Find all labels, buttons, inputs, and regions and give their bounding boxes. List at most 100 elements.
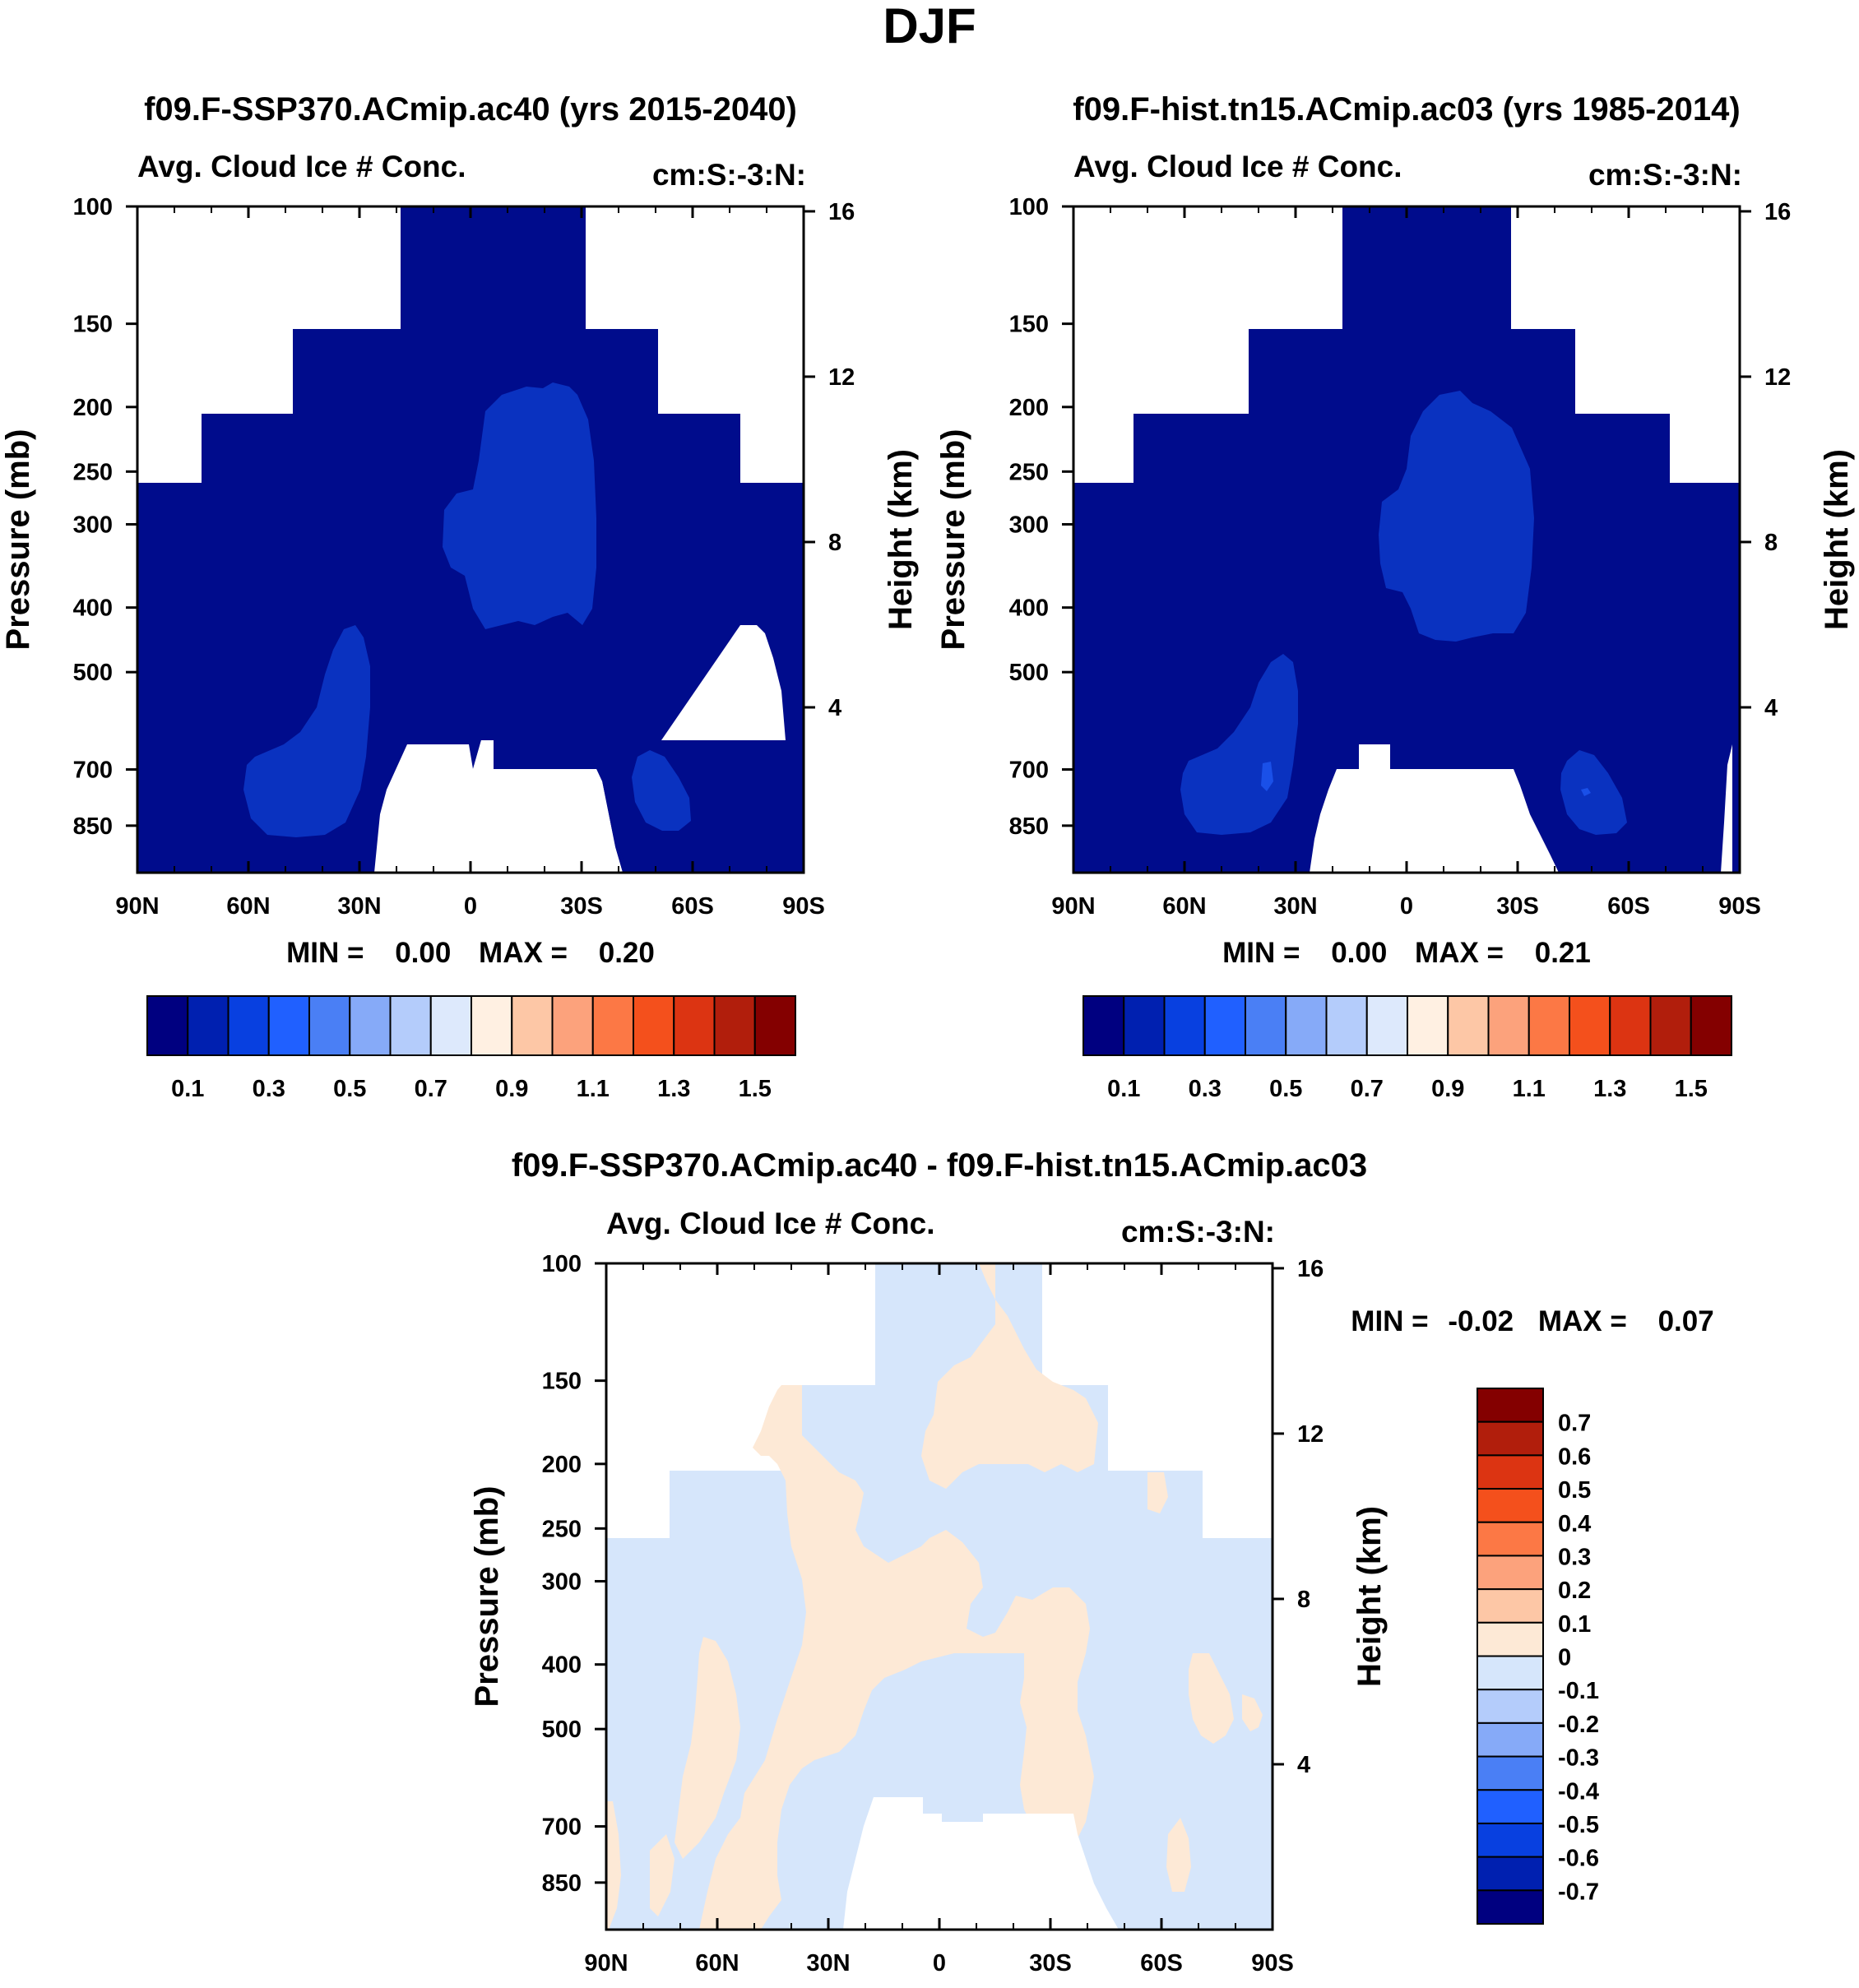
max-value: 0.21: [1535, 937, 1591, 969]
panel-title: f09.F-hist.tn15.ACmip.ac03 (yrs 1985-201…: [1073, 91, 1740, 127]
colorbar-label: 0.1: [1558, 1611, 1591, 1638]
field-positive-sh-low: [1166, 1818, 1191, 1892]
field-positive-np2: [650, 1834, 675, 1916]
colorbar-box: [1245, 995, 1287, 1056]
y-tick-label: 500: [542, 1717, 582, 1743]
min-value: 0.00: [1331, 937, 1387, 969]
y-tick-label: 850: [1009, 813, 1049, 840]
units-label: cm:S:-3:N:: [1588, 158, 1742, 192]
x-tick-label: 60S: [671, 893, 714, 920]
x-tick-label: 30N: [1273, 893, 1317, 920]
colorbar-box: [1609, 995, 1652, 1056]
colorbar-box: [1477, 1621, 1544, 1657]
y-tick-label: 700: [542, 1814, 582, 1841]
colorbar-label: 0.3: [253, 1076, 285, 1102]
colorbar-label: 1.3: [657, 1076, 690, 1102]
colorbar: 0.1 0.3 0.5 0.7 0.9 1.1 1.3 1.5: [146, 995, 796, 1102]
colorbar-box: [511, 995, 554, 1056]
units-label: cm:S:-3:N:: [652, 158, 806, 192]
y-tick-label: 700: [73, 758, 113, 784]
y-tick-label: 100: [73, 194, 113, 220]
colorbar-box: [1569, 995, 1611, 1056]
variable-label: Avg. Cloud Ice # Conc.: [1073, 150, 1402, 183]
x-tick-label: 30N: [337, 893, 381, 920]
field-positive-sh-subtrop: [1147, 1472, 1168, 1513]
colorbar-label: 0.3: [1558, 1544, 1591, 1570]
y-tick-label: 150: [1009, 312, 1049, 338]
x-tick-label: 60S: [1607, 893, 1650, 920]
height-tick-label: 12: [828, 364, 855, 391]
height-tick-label: 16: [1764, 199, 1791, 225]
y-axis-label-right: Height (km): [883, 449, 919, 630]
y-tick-label: 850: [542, 1870, 582, 1897]
panel-future: f09.F-SSP370.ACmip.ac40 (yrs 2015-2040) …: [0, 91, 919, 1102]
colorbar-label: 0.9: [495, 1076, 528, 1102]
y-tick-label: 500: [1009, 660, 1049, 686]
colorbar-box: [1477, 1420, 1544, 1457]
colorbar-box: [1649, 995, 1692, 1056]
y-tick-label: 100: [542, 1251, 582, 1277]
x-tick-label: 90N: [115, 893, 159, 920]
colorbar-label: 0.4: [1558, 1511, 1591, 1537]
y-tick-label: 300: [73, 512, 113, 538]
x-tick-label: 90S: [1251, 1950, 1294, 1976]
colorbar-box: [551, 995, 594, 1056]
stats-readout: MIN = 0.00 MAX = 0.20: [286, 937, 655, 969]
colorbar-label: 0.5: [1269, 1076, 1302, 1102]
x-tick-label: 90N: [1051, 893, 1095, 920]
colorbar-box: [1203, 995, 1246, 1056]
colorbar-label: 0.9: [1431, 1076, 1464, 1102]
colorbar-box: [1477, 1689, 1544, 1724]
colorbar-box: [1477, 1454, 1544, 1490]
x-tick-label: 90S: [782, 893, 825, 920]
y-tick-label: 250: [73, 459, 113, 485]
colorbar-label: 0.7: [1558, 1411, 1591, 1437]
height-tick-label: 8: [1297, 1587, 1310, 1613]
x-tick-label: 30S: [1496, 893, 1539, 920]
y-tick-label: 200: [1009, 395, 1049, 421]
colorbar-label: 1.5: [1675, 1076, 1708, 1102]
missing-orography: [374, 740, 623, 873]
feature-tropical-upper: [1379, 391, 1534, 642]
colorbar-box: [1477, 1488, 1544, 1523]
colorbar-box: [1477, 1588, 1544, 1624]
feature-core-south: [1581, 788, 1591, 796]
colorbar-box: [1477, 1789, 1544, 1824]
colorbar-box: [1082, 995, 1125, 1056]
y-tick-label: 850: [73, 813, 113, 840]
plot-area: [137, 206, 804, 873]
colorbar-box: [227, 995, 270, 1056]
colorbar-label: -0.2: [1558, 1712, 1599, 1738]
x-tick-label: 90N: [584, 1950, 628, 1976]
colorbar-box: [1477, 1722, 1544, 1758]
y-tick-label: 250: [1009, 459, 1049, 485]
height-tick-label: 16: [828, 199, 855, 225]
x-tick-label: 60N: [695, 1950, 739, 1976]
field-positive-north: [675, 1637, 740, 1859]
missing-orography: [1310, 744, 1559, 873]
feature-midlat-north: [243, 625, 370, 837]
y-tick-label: 200: [73, 395, 113, 421]
colorbar-box: [1477, 1889, 1544, 1925]
colorbar-label: 0.5: [333, 1076, 366, 1102]
colorbar-label: 0.7: [1351, 1076, 1384, 1102]
colorbar-label: 0.1: [171, 1076, 204, 1102]
min-label: MIN =: [286, 937, 364, 969]
feature-tropical-upper: [443, 382, 596, 629]
colorbar-label: 1.1: [1513, 1076, 1546, 1102]
max-value: 0.07: [1658, 1305, 1714, 1337]
x-tick-label: 60N: [1162, 893, 1206, 920]
x-tick-label: 60S: [1140, 1950, 1183, 1976]
colorbar-box: [1447, 995, 1490, 1056]
colorbar-box: [429, 995, 472, 1056]
height-tick-label: 12: [1764, 364, 1791, 391]
y-tick-label: 500: [73, 660, 113, 686]
x-tick-label: 90S: [1718, 893, 1761, 920]
colorbar-label: 0: [1558, 1645, 1571, 1671]
height-tick-label: 8: [828, 530, 841, 556]
colorbar-box: [1123, 995, 1166, 1056]
colorbar-box: [713, 995, 756, 1056]
colorbar-box: [1477, 1388, 1544, 1423]
x-tick-label: 30S: [1029, 1950, 1072, 1976]
